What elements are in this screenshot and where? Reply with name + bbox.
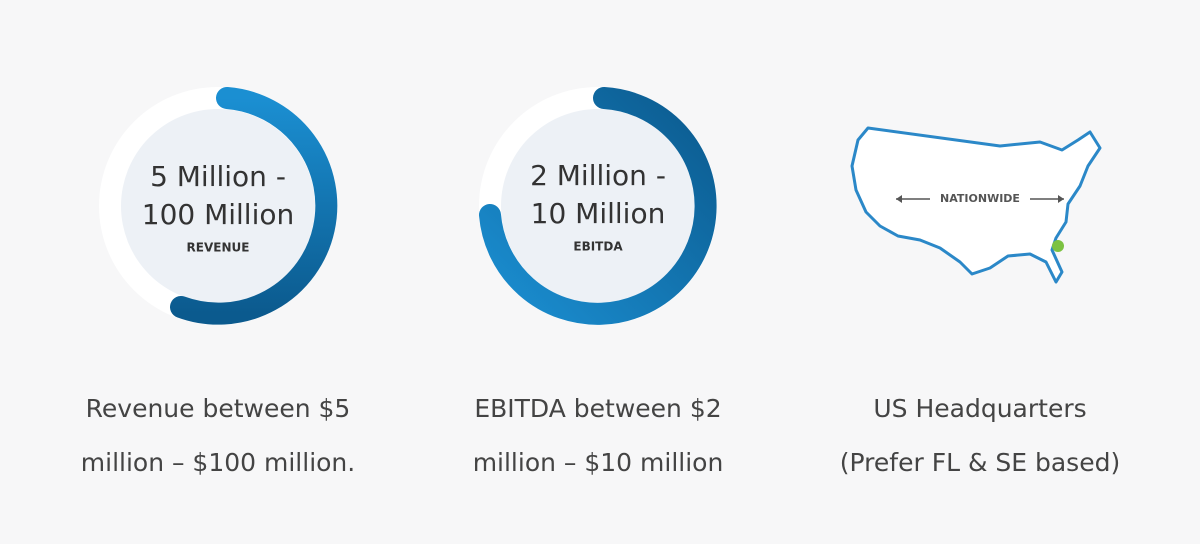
- caption: million – $10 million: [473, 448, 724, 477]
- caption: million – $100 million.: [81, 448, 355, 477]
- revenue-ring: 5 Million - 100 Million REVENUE: [99, 87, 338, 325]
- caption: EBITDA between $2: [474, 394, 721, 423]
- ring-arc: [170, 87, 338, 325]
- ring-value: 10 Million: [531, 197, 666, 230]
- ring-metric: EBITDA: [573, 240, 623, 254]
- us-map: NATIONWIDE: [850, 126, 1102, 284]
- ring-value: 2 Million -: [530, 159, 666, 192]
- ring-arc: [479, 87, 717, 325]
- ebitda-ring: 2 Million - 10 Million EBITDA: [479, 87, 717, 325]
- location-pin: [1052, 240, 1064, 252]
- caption: Revenue between $5: [86, 394, 351, 423]
- arrow-head: [1058, 195, 1064, 203]
- ring-value: 5 Million -: [150, 160, 286, 193]
- caption: US Headquarters: [873, 394, 1086, 423]
- map-shape: [850, 126, 1102, 284]
- ring-inner: [121, 109, 315, 303]
- map-label: NATIONWIDE: [940, 192, 1020, 205]
- ring-value: 100 Million: [142, 198, 295, 231]
- ring-metric: REVENUE: [187, 241, 250, 255]
- arrow-head: [896, 195, 902, 203]
- ring-inner: [501, 109, 695, 303]
- caption: (Prefer FL & SE based): [840, 448, 1120, 477]
